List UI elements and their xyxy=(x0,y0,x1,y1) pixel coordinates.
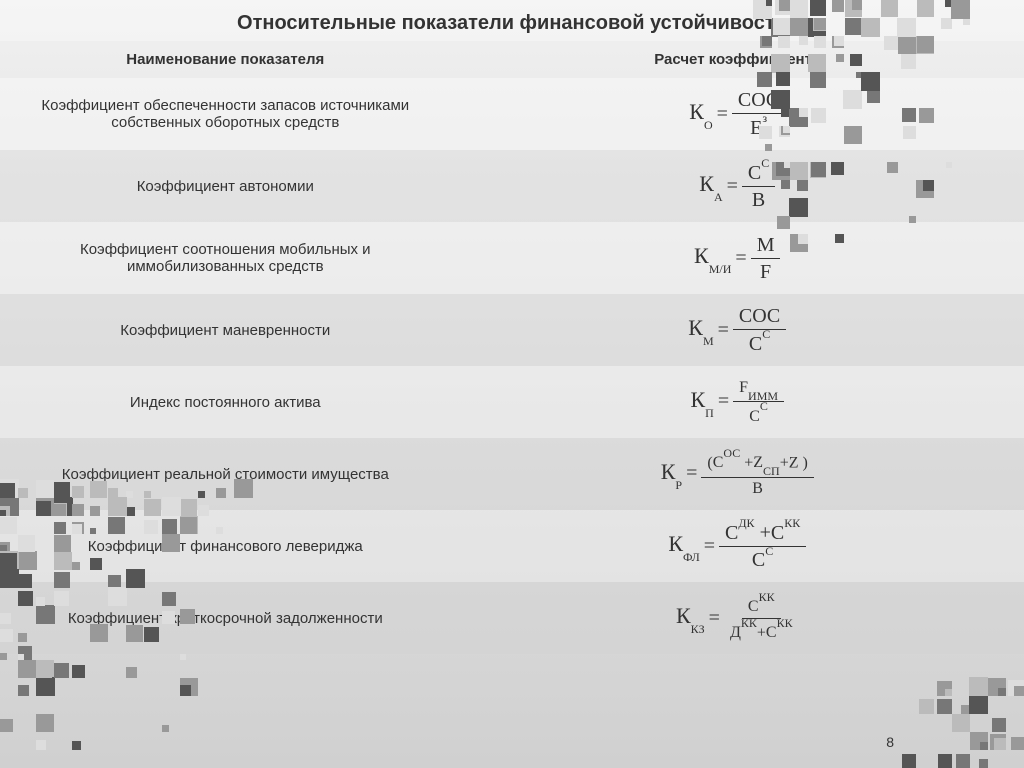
indicator-formula: КФЛ = СДК +СККСС xyxy=(451,510,1024,582)
indicator-name: Коэффициент обеспеченности запасов источ… xyxy=(0,78,451,150)
indicator-name: Коэффициент реальной стоимости имущества xyxy=(0,438,451,510)
indicator-name: Коэффициент маневренности xyxy=(0,294,451,366)
indicator-formula: КМ/И = MF xyxy=(451,222,1024,294)
indicator-name: Коэффициент финансового левериджа xyxy=(0,510,451,582)
indicator-name: Коэффициент автономии xyxy=(0,150,451,222)
table-row: Индекс постоянного активаКП = FИММСС xyxy=(0,366,1024,438)
indicator-formula: КА = ССВ xyxy=(451,150,1024,222)
indicators-table: Наименование показателя Расчет коэффицие… xyxy=(0,41,1024,654)
table-row: Коэффициент обеспеченности запасов источ… xyxy=(0,78,1024,150)
deco-bottom-right xyxy=(904,678,1024,768)
header-formula: Расчет коэффициента xyxy=(451,41,1024,78)
indicator-formula: КП = FИММСС xyxy=(451,366,1024,438)
table-row: Коэффициент краткосрочной задолженностиК… xyxy=(0,582,1024,654)
indicator-formula: КР = (СОС +ZСП+Z )В xyxy=(451,438,1024,510)
table-row: Коэффициент финансового левериджаКФЛ = С… xyxy=(0,510,1024,582)
indicator-name: Индекс постоянного актива xyxy=(0,366,451,438)
header-name: Наименование показателя xyxy=(0,41,451,78)
page-number: 8 xyxy=(886,734,894,750)
indicator-formula: КО = СОСЕз xyxy=(451,78,1024,150)
page-title: Относительные показатели финансовой усто… xyxy=(0,0,1024,41)
indicator-formula: КМ = СОССС xyxy=(451,294,1024,366)
table-row: Коэффициент реальной стоимости имущества… xyxy=(0,438,1024,510)
indicator-formula: ККЗ = СККДКК+СКК xyxy=(451,582,1024,654)
table-row: Коэффициент маневренностиКМ = СОССС xyxy=(0,294,1024,366)
table-row: Коэффициент автономииКА = ССВ xyxy=(0,150,1024,222)
indicator-name: Коэффициент соотношения мобильных и иммо… xyxy=(0,222,451,294)
table-row: Коэффициент соотношения мобильных и иммо… xyxy=(0,222,1024,294)
indicator-name: Коэффициент краткосрочной задолженности xyxy=(0,582,451,654)
